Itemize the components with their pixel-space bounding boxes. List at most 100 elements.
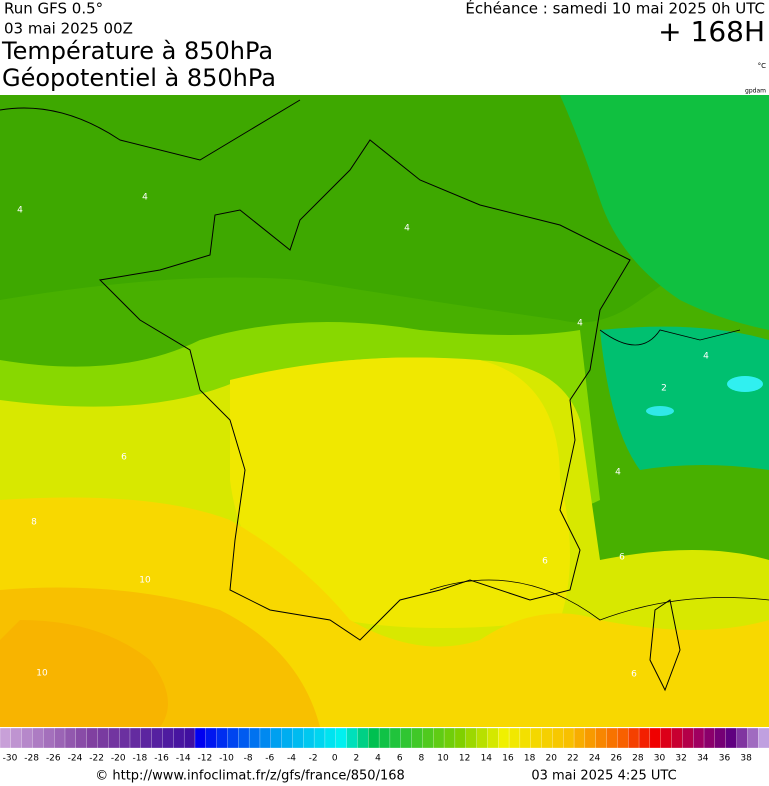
contour-label: 8 [31,518,37,528]
scale-label: 0 [332,754,338,764]
scale-cell [140,727,153,749]
scale-label: -22 [89,754,104,764]
unit: °C [758,62,767,70]
scale-cell [649,727,662,749]
scale-cell [43,727,55,749]
scale-cell [118,727,131,749]
scale-cell [617,727,629,749]
scale-cell [270,727,283,749]
scale-cell [378,727,391,749]
scale-cell [64,727,77,749]
scale-cell [476,727,489,749]
scale-cell [595,727,608,749]
scale-label: 36 [719,754,731,764]
scale-cell [400,727,413,749]
scale-cell [563,727,575,749]
scale-cell [324,727,337,749]
scale-label: -12 [197,754,212,764]
source-tag: gpdam [745,88,766,95]
scale-cell [508,727,521,749]
contour-label: 4 [17,206,23,216]
contour-label: 4 [615,468,621,478]
scale-label: 6 [397,754,403,764]
scale-cell [313,727,326,749]
scale-cell [606,727,619,749]
scale-cell [151,727,164,749]
scale-cell [552,727,564,749]
scale-cell [216,727,229,749]
scale-cell [487,727,499,749]
scale-cell [736,727,748,749]
scale-cell [703,727,716,749]
scale-cell [422,727,434,749]
footer-date: 03 mai 2025 4:25 UTC [531,769,676,784]
scale-cell [32,727,44,749]
scale-cell [671,727,684,749]
scale-cell [194,727,207,749]
scale-label: -18 [133,754,148,764]
scale-cell [97,727,109,749]
scale-label: 14 [481,754,493,764]
contour-label: 2 [661,384,667,394]
contour-label: 6 [619,553,625,563]
scale-label: 28 [632,754,644,764]
scale-label: -4 [287,754,296,764]
scale-label: 26 [610,754,622,764]
title: Température à 850hPa [1,37,273,65]
scale-cell [346,727,359,749]
contour-label: 4 [577,319,583,329]
scale-label: 4 [375,754,381,764]
scale-label: -26 [46,754,61,764]
scale-cell [335,727,348,749]
scale-label: -2 [309,754,318,764]
scale-cell [303,727,315,749]
scale-cell [541,727,554,749]
scale-cell [281,727,294,749]
scale-label: 2 [354,754,360,764]
scale-cell [519,727,532,749]
scale-cell [0,727,12,749]
scale-label: -14 [176,754,191,764]
scale-cell [54,727,66,749]
scale-cell [205,727,218,749]
scale-cell [10,727,23,749]
scale-label: 12 [459,754,470,764]
scale-label: 18 [524,754,536,764]
scale-label: -28 [24,754,39,764]
scale-cell [389,727,402,749]
echeance: Échéance : samedi 10 mai 2025 0h UTC [465,0,765,18]
contour-label: 6 [121,453,127,463]
scale-label: 34 [697,754,709,764]
map [0,95,769,727]
scale-cell [530,727,543,749]
scale-cell [628,727,640,749]
scale-cell [725,727,738,749]
scale-cell [747,727,759,749]
scale-cell [183,727,196,749]
contour-label: 4 [703,352,709,362]
scale-cell [86,727,99,749]
scale-label: -10 [219,754,234,764]
contour-label: 10 [139,576,151,586]
scale-label: 32 [675,754,686,764]
scale-label: 20 [546,754,558,764]
contour-label: 6 [542,557,548,567]
scale-cell [584,727,597,749]
scale-cell [108,727,120,749]
offset: + 168H [658,15,765,48]
scale-cell [443,727,456,749]
scale-cell [682,727,694,749]
scale-label: -20 [111,754,126,764]
scale-label: -8 [244,754,253,764]
scale-cell [693,727,705,749]
scale-cell [660,727,673,749]
scale-cell [714,727,727,749]
scale-cell [173,727,185,749]
scale-cell [292,727,304,749]
contour-label: 6 [631,670,637,680]
footer-url: © http://www.infoclimat.fr/z/gfs/france/… [95,769,405,784]
scale-label: 22 [567,754,578,764]
contour-label: 10 [36,669,48,679]
scale-label: 8 [418,754,424,764]
